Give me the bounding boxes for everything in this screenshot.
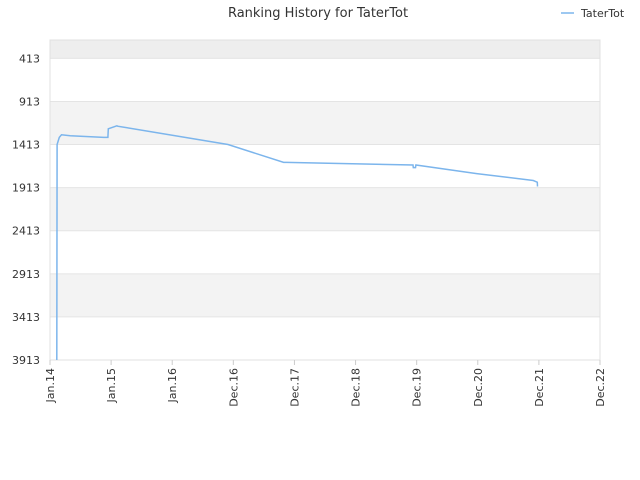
legend[interactable]: TaterTot xyxy=(561,7,625,20)
plot-band xyxy=(50,187,600,231)
y-tick-label: 3913 xyxy=(12,354,40,367)
y-tick-label: 3413 xyxy=(12,311,40,324)
x-tick-label: Dec.21 xyxy=(533,368,546,407)
y-tick-label: 413 xyxy=(19,52,40,65)
series-layer xyxy=(56,124,539,361)
chart-title: Ranking History for TaterTot xyxy=(228,6,408,21)
y-axis-ticks: 413 913 1413 1913 2413 2913 3413 3913 xyxy=(12,52,40,367)
plot-band xyxy=(50,144,600,188)
plot-band xyxy=(50,316,600,360)
grid-lines xyxy=(50,57,600,361)
x-tick-label: Dec.20 xyxy=(472,368,485,407)
plot-band xyxy=(50,101,600,145)
plot-band xyxy=(50,40,600,59)
plot-border xyxy=(49,39,601,361)
plot-band xyxy=(50,58,600,102)
x-tick-label: Jan.16 xyxy=(166,368,179,403)
x-tick-label: Dec.16 xyxy=(227,368,240,407)
plot-band xyxy=(50,230,600,274)
y-tick-label: 913 xyxy=(19,95,40,108)
x-tick-label: Jan.15 xyxy=(105,368,118,403)
x-tick-label: Dec.22 xyxy=(594,368,607,407)
series-line-tatertot xyxy=(56,124,539,361)
y-tick-label: 2413 xyxy=(12,225,40,238)
x-tick-label: Jan.14 xyxy=(44,368,57,403)
y-tick-label: 2913 xyxy=(12,268,40,281)
x-tick-label: Dec.19 xyxy=(411,368,424,407)
x-tick-label: Dec.17 xyxy=(288,368,301,407)
x-tick-label: Dec.18 xyxy=(350,368,363,407)
plot-band xyxy=(50,273,600,317)
plot-bands xyxy=(50,40,600,360)
legend-label: TaterTot xyxy=(580,7,625,20)
y-tick-label: 1913 xyxy=(12,182,40,195)
x-axis-ticks: Jan.14 Jan.15 Jan.16 Dec.16 Dec.17 Dec.18 Dec.… xyxy=(44,360,607,407)
y-tick-label: 1413 xyxy=(12,139,40,152)
